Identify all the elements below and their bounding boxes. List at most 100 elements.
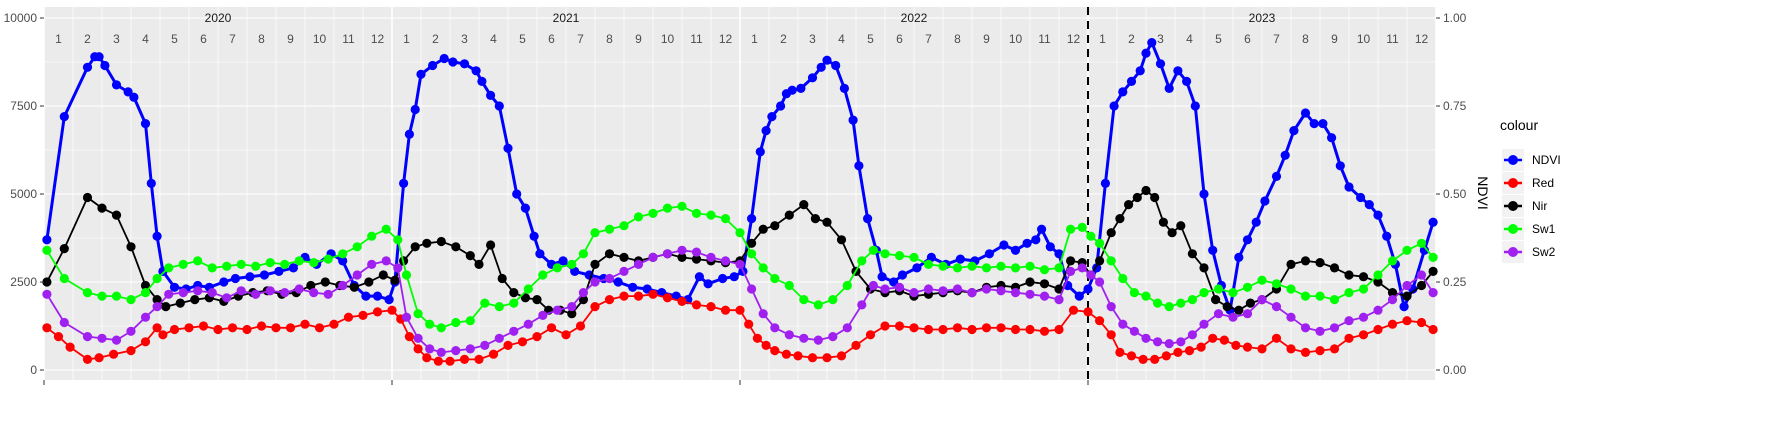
point-red bbox=[633, 291, 644, 301]
point-nir bbox=[1402, 291, 1412, 301]
point-nir bbox=[59, 244, 69, 254]
month-label: 7 bbox=[229, 32, 236, 46]
point-red bbox=[836, 351, 847, 361]
point-red bbox=[996, 323, 1006, 333]
point-red bbox=[1231, 340, 1241, 350]
legend-label: Sw2 bbox=[1532, 245, 1556, 259]
point-sw1 bbox=[451, 317, 461, 328]
point-red bbox=[474, 354, 484, 364]
point-sw1 bbox=[784, 280, 794, 291]
year-label: 2023 bbox=[1249, 11, 1276, 25]
point-red bbox=[1416, 317, 1427, 328]
point-sw1 bbox=[996, 261, 1006, 271]
point-red bbox=[1126, 351, 1137, 361]
point-sw1 bbox=[280, 259, 290, 269]
point-sw2 bbox=[193, 286, 203, 296]
point-ndvi bbox=[955, 254, 966, 264]
point-sw2 bbox=[1242, 309, 1253, 319]
point-sw2 bbox=[367, 259, 377, 269]
point-sw2 bbox=[523, 319, 533, 329]
point-nir bbox=[175, 298, 185, 308]
point-red bbox=[793, 351, 803, 361]
point-sw2 bbox=[720, 256, 731, 266]
point-sw2 bbox=[758, 309, 768, 319]
point-sw2 bbox=[509, 326, 519, 336]
month-label: 12 bbox=[719, 32, 733, 46]
point-red bbox=[404, 332, 414, 342]
point-ndvi bbox=[59, 112, 69, 122]
point-ndvi bbox=[1335, 161, 1345, 171]
point-nir bbox=[1115, 214, 1125, 224]
point-sw2 bbox=[251, 289, 261, 299]
point-red bbox=[1173, 347, 1183, 357]
point-sw2 bbox=[828, 332, 838, 342]
point-sw1 bbox=[265, 258, 275, 268]
right-tick-label: 1.00 bbox=[1443, 11, 1467, 25]
point-sw2 bbox=[1300, 323, 1311, 333]
point-ndvi bbox=[129, 92, 139, 102]
point-sw1 bbox=[323, 254, 333, 264]
point-ndvi bbox=[889, 277, 899, 287]
point-ndvi bbox=[755, 147, 765, 157]
point-nir bbox=[1373, 277, 1383, 287]
point-ndvi bbox=[459, 59, 470, 69]
point-red bbox=[720, 305, 731, 315]
point-nir bbox=[1158, 217, 1168, 227]
month-label: 12 bbox=[1067, 32, 1081, 46]
point-ndvi bbox=[984, 249, 995, 259]
legend-label: Red bbox=[1532, 176, 1554, 190]
point-sw2 bbox=[662, 249, 673, 259]
point-nir bbox=[364, 277, 374, 287]
point-sw2 bbox=[1373, 305, 1383, 315]
point-ndvi bbox=[219, 277, 229, 287]
month-label: 9 bbox=[983, 32, 990, 46]
point-nir bbox=[747, 238, 757, 248]
point-sw2 bbox=[1358, 312, 1369, 322]
point-red bbox=[227, 323, 238, 333]
point-ndvi bbox=[245, 272, 255, 282]
point-sw1 bbox=[1271, 279, 1282, 289]
point-sw2 bbox=[465, 344, 475, 354]
point-sw1 bbox=[538, 270, 548, 280]
point-sw1 bbox=[619, 221, 629, 231]
point-sw2 bbox=[981, 284, 992, 294]
point-ndvi bbox=[520, 203, 531, 213]
point-sw2 bbox=[294, 284, 304, 294]
point-red bbox=[662, 293, 673, 303]
point-sw1 bbox=[923, 259, 934, 269]
left-axis: 10000 7500 5000 2500 0 bbox=[4, 11, 44, 377]
month-label: 10 bbox=[313, 32, 327, 46]
point-sw1 bbox=[178, 259, 188, 269]
point-sw1 bbox=[352, 242, 362, 252]
month-label: 8 bbox=[954, 32, 961, 46]
point-red bbox=[65, 342, 75, 352]
point-red bbox=[198, 321, 209, 331]
point-sw1 bbox=[523, 284, 533, 294]
point-sw2 bbox=[552, 305, 562, 315]
point-sw2 bbox=[1141, 333, 1151, 343]
point-sw2 bbox=[1344, 316, 1354, 326]
point-ndvi bbox=[822, 55, 832, 65]
left-tick-label: 7500 bbox=[10, 99, 37, 113]
point-sw1 bbox=[1025, 261, 1035, 271]
point-ndvi bbox=[535, 249, 545, 259]
point-red bbox=[691, 300, 702, 310]
point-ndvi bbox=[529, 231, 539, 241]
point-sw2 bbox=[164, 289, 174, 299]
point-red bbox=[213, 324, 223, 335]
month-label: 6 bbox=[548, 32, 555, 46]
point-sw2 bbox=[880, 284, 890, 294]
point-ndvi bbox=[1327, 133, 1337, 143]
point-sw1 bbox=[981, 263, 992, 273]
point-ndvi bbox=[816, 62, 826, 72]
point-sw2 bbox=[538, 310, 548, 320]
point-ndvi bbox=[1242, 235, 1253, 245]
point-ndvi bbox=[372, 291, 383, 301]
point-red bbox=[242, 324, 252, 335]
point-sw1 bbox=[1086, 231, 1096, 241]
month-label: 7 bbox=[925, 32, 932, 46]
point-ndvi bbox=[1164, 83, 1174, 93]
point-ndvi bbox=[1271, 171, 1282, 181]
point-sw2 bbox=[1039, 291, 1050, 301]
point-ndvi bbox=[439, 53, 449, 64]
